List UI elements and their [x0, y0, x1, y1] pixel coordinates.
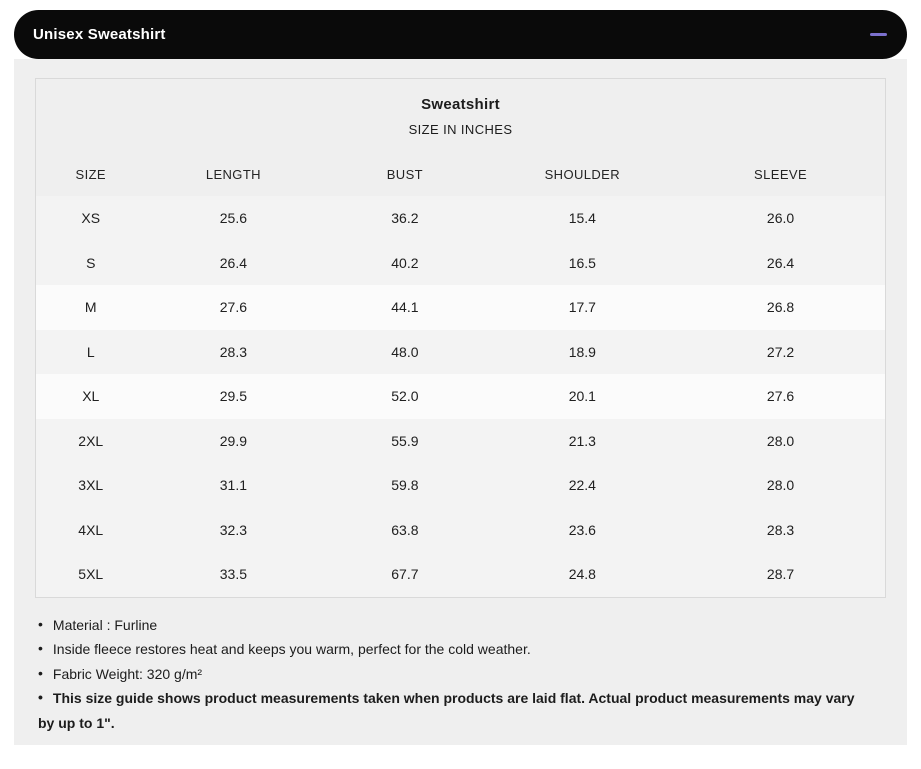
table-row-4xl: 4XL 32.3 63.8 23.6 28.3	[36, 507, 885, 552]
measurement-cell: 32.3	[219, 521, 247, 538]
measurement-cell: 20.1	[568, 388, 596, 405]
accordion-title: Unisex Sweatshirt	[33, 26, 166, 43]
measurement-cell: 25.6	[219, 210, 247, 227]
measurement-cell: 26.8	[766, 299, 795, 316]
table-row-xs: XS 25.6 36.2 15.4 26.0	[36, 196, 885, 241]
measurement-cell: 28.0	[766, 432, 795, 449]
measurement-cell: 40.2	[391, 254, 419, 271]
note-text: Inside fleece restores heat and keeps yo…	[52, 641, 531, 657]
size-cell: 4XL	[78, 521, 104, 538]
measurement-cell: 18.9	[568, 343, 596, 360]
bullet-icon: •	[38, 689, 43, 705]
measurement-cell: 17.7	[568, 299, 596, 316]
measurement-cell: 59.8	[391, 477, 419, 494]
measurement-cell: 48.0	[391, 343, 419, 360]
measurement-cell: 36.2	[391, 210, 419, 227]
measurement-cell: 16.5	[568, 254, 596, 271]
size-chart-widget: Unisex Sweatshirt Sweatshirt SIZE IN INC…	[14, 10, 907, 745]
measurement-cell: 27.6	[766, 388, 795, 405]
accordion-header[interactable]: Unisex Sweatshirt	[14, 10, 907, 59]
table-row-2xl: 2XL 29.9 55.9 21.3 28.0	[36, 418, 885, 463]
measurement-cell: 27.6	[219, 299, 247, 316]
measurement-cell: 22.4	[568, 477, 596, 494]
measurement-cell: 23.6	[568, 521, 596, 538]
table-title-block: Sweatshirt SIZE IN INCHES	[36, 79, 885, 152]
table-row-s: S 26.4 40.2 16.5 26.4	[36, 240, 885, 285]
table-header-row: SIZE LENGTH BUST SHOULDER SLEEVE	[36, 152, 885, 196]
measurement-cell: 67.7	[391, 566, 419, 583]
size-cell: 3XL	[78, 477, 104, 494]
col-header-bust: BUST	[386, 166, 424, 182]
size-table: Sweatshirt SIZE IN INCHES SIZE LENGTH BU…	[35, 78, 886, 598]
table-title: Sweatshirt	[421, 96, 500, 113]
measurement-cell: 52.0	[391, 388, 419, 405]
col-header-length: LENGTH	[205, 166, 261, 182]
table-row-l: L 28.3 48.0 18.9 27.2	[36, 329, 885, 374]
measurement-cell: 28.3	[219, 343, 247, 360]
measurement-cell: 28.3	[766, 521, 795, 538]
note-text: Fabric Weight: 320 g/m²	[52, 665, 203, 682]
size-cell: L	[86, 343, 95, 360]
measurement-cell: 55.9	[391, 432, 419, 449]
minus-icon	[869, 32, 887, 37]
table-row-m: M 27.6 44.1 17.7 26.8	[36, 285, 885, 330]
note-fabric-weight: • Fabric Weight: 320 g/m²	[38, 662, 872, 687]
measurement-cell: 26.4	[766, 254, 795, 271]
measurement-cell: 21.3	[568, 432, 596, 449]
measurement-cell: 44.1	[391, 299, 419, 316]
note-fleece: • Inside fleece restores heat and keeps y…	[38, 637, 872, 662]
table-row-xl: XL 29.5 52.0 20.1 27.6	[36, 374, 885, 419]
note-material: • Material : Furline	[38, 613, 872, 638]
measurement-cell: 29.5	[219, 388, 247, 405]
measurement-cell: 33.5	[219, 566, 247, 583]
measurement-cell: 24.8	[568, 566, 596, 583]
measurement-cell: 29.9	[219, 432, 247, 449]
col-header-sleeve: SLEEVE	[754, 166, 808, 182]
collapse-button[interactable]	[863, 20, 893, 50]
size-cell: XL	[82, 388, 100, 405]
size-cell: 5XL	[78, 566, 104, 583]
measurement-cell: 31.1	[219, 477, 247, 494]
measurement-cell: 28.0	[766, 477, 795, 494]
size-cell: S	[86, 254, 96, 271]
measurement-cell: 26.4	[219, 254, 247, 271]
bullet-icon: •	[38, 664, 43, 681]
size-chart-panel: Sweatshirt SIZE IN INCHES SIZE LENGTH BU…	[14, 59, 907, 745]
col-header-shoulder: SHOULDER	[544, 166, 621, 182]
measurement-cell: 63.8	[391, 521, 419, 538]
bullet-icon: •	[38, 615, 43, 632]
measurement-cell: 28.7	[766, 566, 795, 583]
measurement-cell: 15.4	[568, 210, 596, 227]
measurement-cell: 26.0	[766, 210, 795, 227]
note-size-guide-disclaimer: • This size guide shows product measureme…	[38, 686, 872, 735]
note-text: This size guide shows product measuremen…	[38, 690, 855, 731]
col-header-size: SIZE	[75, 166, 106, 182]
size-cell: 2XL	[78, 432, 104, 449]
note-text: Material : Furline	[52, 616, 158, 633]
product-notes-list: • Material : Furline • Inside fleece resto…	[35, 598, 886, 752]
table-row-3xl: 3XL 31.1 59.8 22.4 28.0	[36, 463, 885, 508]
table-row-5xl: 5XL 33.5 67.7 24.8 28.7	[36, 552, 885, 597]
size-cell: XS	[81, 210, 101, 227]
size-cell: M	[84, 299, 97, 316]
table-unit-subtitle: SIZE IN INCHES	[408, 122, 513, 137]
bullet-icon: •	[38, 640, 43, 656]
measurement-cell: 27.2	[766, 343, 795, 360]
